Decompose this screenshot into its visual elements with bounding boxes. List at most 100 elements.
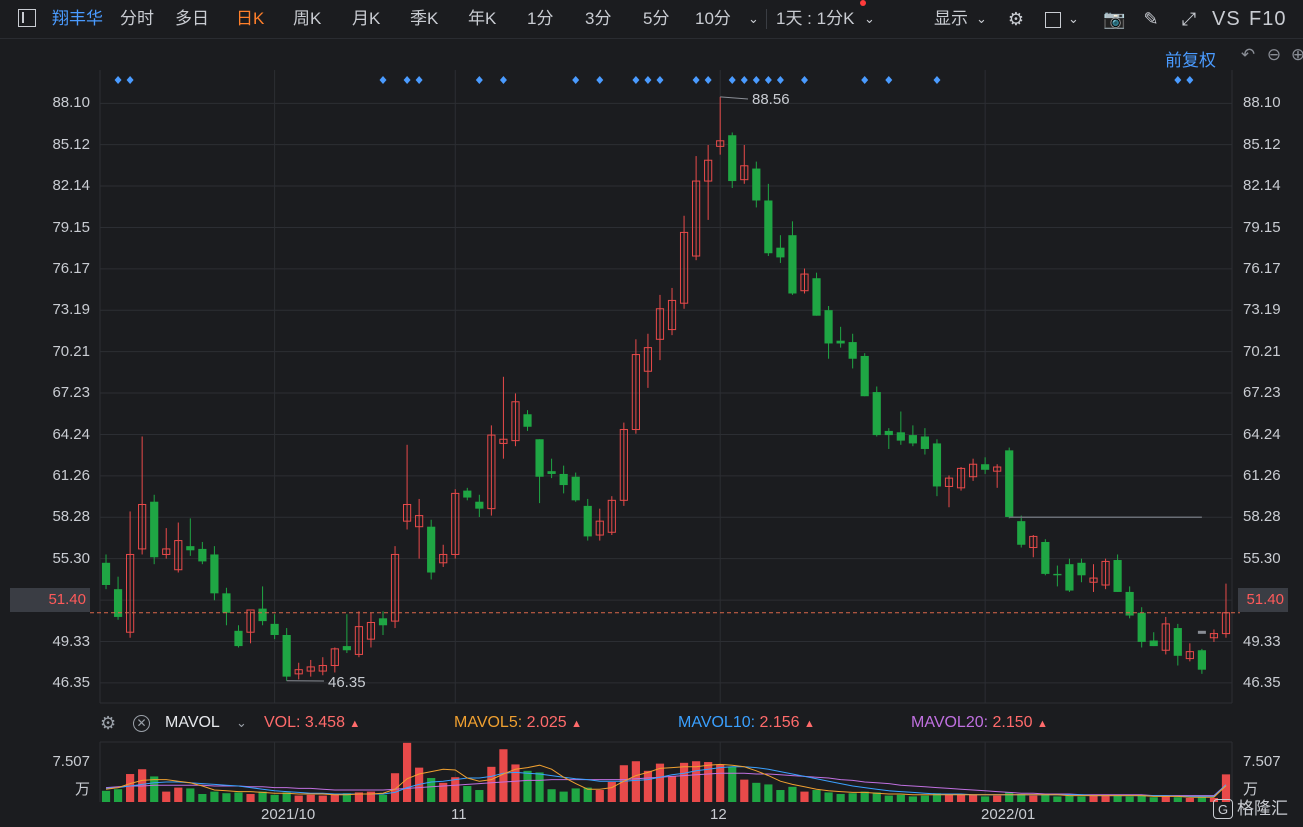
volume-bar xyxy=(704,762,713,802)
candle-body xyxy=(294,669,303,675)
candle-body xyxy=(824,310,833,344)
fullscreen-icon[interactable]: ⤢ xyxy=(1181,9,1197,29)
volume-bar xyxy=(174,787,183,802)
event-marker xyxy=(728,76,736,84)
layout-square-icon[interactable] xyxy=(1042,8,1064,30)
candle-body xyxy=(162,548,171,555)
tab-fenshi[interactable]: 分时 xyxy=(120,9,154,28)
candle-body xyxy=(583,505,592,537)
volume-bar xyxy=(270,794,279,802)
price-tick-right: 85.12 xyxy=(1243,135,1281,153)
volume-bar xyxy=(1113,795,1122,802)
volume-bar xyxy=(716,764,725,802)
volume-bar xyxy=(896,794,905,802)
event-marker xyxy=(704,76,712,84)
price-tick-left: 88.10 xyxy=(52,94,90,112)
volume-bar xyxy=(595,790,604,802)
tab-quarterly-k[interactable]: 季K xyxy=(410,9,439,28)
display-menu[interactable]: 显示 xyxy=(934,9,968,28)
volume-bar xyxy=(475,790,484,802)
candle-body xyxy=(318,665,327,672)
volume-bar xyxy=(932,793,942,802)
candle-body xyxy=(896,432,905,441)
candle-body xyxy=(487,434,496,510)
event-marker xyxy=(752,76,760,84)
volume-bar xyxy=(210,791,219,802)
indicator-close-icon[interactable]: ✕ xyxy=(133,711,150,735)
candle-body xyxy=(716,140,725,147)
price-tick-left: 82.14 xyxy=(52,177,90,195)
f10-button[interactable]: F10 xyxy=(1249,8,1287,30)
tab-3min[interactable]: 3分 xyxy=(585,9,612,28)
mavol10-label: MAVOL10: xyxy=(678,714,756,731)
current-price-tag-right: 51.40 xyxy=(1238,588,1288,612)
indicator-name[interactable]: MAVOL xyxy=(165,714,220,731)
stock-name[interactable]: 翔丰华 xyxy=(52,9,103,28)
x-axis-label-nov: 11 xyxy=(451,806,467,823)
candle-body xyxy=(788,235,797,294)
tab-daily-k[interactable]: 日K xyxy=(236,9,265,28)
indicator-settings-icon[interactable]: ⚙ xyxy=(100,713,117,733)
volume-bar xyxy=(993,795,1002,802)
tab-5min[interactable]: 5分 xyxy=(643,9,670,28)
candle-body xyxy=(342,646,351,651)
candle-body xyxy=(499,438,508,444)
sidebar-toggle-icon[interactable] xyxy=(18,9,36,27)
event-marker xyxy=(403,76,411,84)
volume-bar xyxy=(378,794,388,802)
candle-body xyxy=(451,492,460,555)
tab-1min[interactable]: 1分 xyxy=(527,9,554,28)
x-axis-label-dec: 12 xyxy=(710,806,727,823)
tab-multi-day[interactable]: 多日 xyxy=(175,9,209,28)
tab-monthly-k[interactable]: 月K xyxy=(352,9,381,28)
settings-gear-icon[interactable]: ⚙ xyxy=(1007,9,1025,29)
candle-body xyxy=(523,414,532,427)
candle-body xyxy=(1125,591,1134,616)
undo-icon[interactable]: ↶ xyxy=(1240,45,1256,64)
price-tick-right: 58.28 xyxy=(1243,508,1281,526)
chevron-down-icon[interactable]: ⌄ xyxy=(1068,11,1079,26)
volume-bar xyxy=(330,794,339,802)
range-selector[interactable]: 1天 : 1分K xyxy=(776,9,855,28)
chevron-down-icon[interactable]: ⌄ xyxy=(864,11,875,26)
zoom-out-icon[interactable]: ⊖ xyxy=(1266,45,1282,64)
mavol5-label: MAVOL5: xyxy=(454,714,523,731)
last-price-marker xyxy=(1197,630,1206,634)
price-tick-left: 85.12 xyxy=(52,135,90,153)
volume-bar xyxy=(101,790,111,802)
candle-body xyxy=(150,501,159,558)
price-tick-left: 70.21 xyxy=(52,342,90,360)
event-marker xyxy=(596,76,604,84)
tab-10min[interactable]: 10分 xyxy=(695,9,731,28)
volume-bar xyxy=(198,794,207,802)
candle-body xyxy=(655,308,665,340)
candle-body xyxy=(210,554,219,594)
volume-bar xyxy=(1077,796,1086,802)
volume-bar xyxy=(884,795,893,802)
tab-weekly-k[interactable]: 周K xyxy=(293,9,322,28)
vs-compare-button[interactable]: VS xyxy=(1212,8,1241,30)
camera-icon[interactable]: 📷 xyxy=(1103,9,1126,29)
candle-body xyxy=(535,439,544,477)
zoom-in-icon[interactable]: ⊕ xyxy=(1290,45,1303,64)
volume-bar xyxy=(908,796,917,802)
candle-body xyxy=(800,273,809,292)
candle-body xyxy=(981,464,990,470)
volume-bar xyxy=(920,795,930,802)
pencil-draw-icon[interactable]: ✎ xyxy=(1143,9,1159,29)
volume-bar xyxy=(1173,797,1182,802)
adjust-mode-selector[interactable]: 前复权 xyxy=(1165,51,1216,70)
candle-body xyxy=(932,443,942,487)
candle-body xyxy=(956,467,966,489)
event-marker xyxy=(885,76,893,84)
volume-bar xyxy=(1161,796,1170,802)
chevron-down-icon[interactable]: ⌄ xyxy=(748,11,759,26)
candle-body xyxy=(764,200,773,254)
candle-body xyxy=(1065,564,1074,591)
tab-yearly-k[interactable]: 年K xyxy=(468,9,497,28)
chevron-down-icon[interactable]: ⌄ xyxy=(236,715,247,730)
chevron-down-icon[interactable]: ⌄ xyxy=(976,11,987,26)
candle-body xyxy=(595,520,604,536)
price-tick-right: 88.10 xyxy=(1243,94,1281,112)
